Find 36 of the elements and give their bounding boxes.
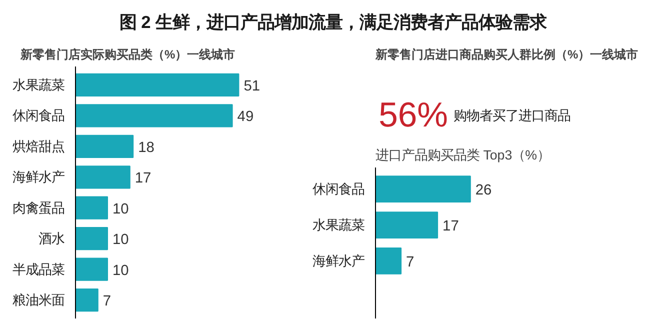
data-label: 7 xyxy=(406,254,414,270)
bar xyxy=(76,196,108,220)
y-tick-label: 水果蔬菜 xyxy=(312,218,364,233)
data-label: 26 xyxy=(475,182,492,199)
bar xyxy=(76,134,134,158)
bar xyxy=(76,288,98,312)
data-label: 10 xyxy=(112,201,129,218)
bar xyxy=(76,73,240,96)
y-tick-label: 水果蔬菜 xyxy=(12,77,64,92)
data-label: 7 xyxy=(102,294,112,310)
bar xyxy=(76,227,108,250)
y-tick-label: 休闲食品 xyxy=(12,108,64,124)
y-tick-label: 休闲食品 xyxy=(312,182,364,197)
y-tick-label: 半成品菜 xyxy=(12,262,64,277)
data-label: 51 xyxy=(244,78,260,94)
bar xyxy=(76,104,233,128)
y-tick-label: 粮油米面 xyxy=(12,292,64,308)
y-tick-label: 酒水 xyxy=(38,231,64,246)
text: 图 2 生鲜，进口产品增加流量，满足消费者产品体验需求 xyxy=(119,12,548,32)
text: 新零售门店进口商品购买人群比例（%）一线城市 xyxy=(374,48,638,62)
data-label: 17 xyxy=(134,170,152,187)
chart-title: 进口产品购买品类 Top3（%） xyxy=(376,148,550,162)
data-label: 10 xyxy=(112,262,129,279)
y-tick-label: 烘焙甜点 xyxy=(12,138,64,154)
bar xyxy=(76,166,130,189)
text: 购物者买了进口商品 xyxy=(454,108,571,123)
bar xyxy=(76,258,108,281)
y-tick-label: 海鲜水产 xyxy=(12,170,64,185)
y-tick-label: 肉禽蛋品 xyxy=(12,200,64,216)
data-label: 49 xyxy=(237,109,254,126)
data-label: 10 xyxy=(112,232,129,248)
chart-subtitle: 新零售门店实际购买品类（%）一线城市 xyxy=(20,48,236,62)
data-label: 18 xyxy=(138,140,154,156)
text: 56% xyxy=(378,96,448,134)
y-tick-label: 海鲜水产 xyxy=(312,253,364,268)
data-label: 17 xyxy=(442,218,459,235)
